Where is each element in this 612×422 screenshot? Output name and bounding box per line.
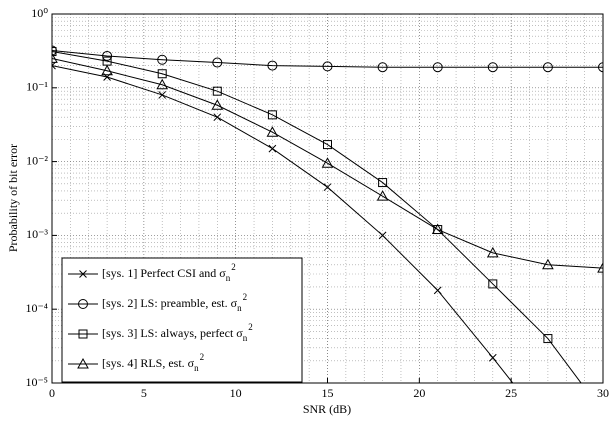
marker (486, 246, 499, 258)
x-tick-label: 30 (597, 386, 609, 400)
marker (599, 408, 607, 416)
x-tick-label: 25 (505, 386, 517, 400)
x-tick-label: 5 (141, 386, 147, 400)
marker (487, 62, 498, 73)
legend-marker (77, 357, 89, 369)
legend-label: [sys. 2] LS: preamble, est. σn2 (102, 292, 247, 313)
marker (433, 286, 442, 295)
marker (156, 78, 169, 90)
marker (101, 64, 113, 76)
marker (323, 140, 332, 150)
x-tick-label: 20 (413, 386, 425, 400)
y-tick-label: 10⁻¹ (26, 80, 48, 94)
y-tick-label: 10⁻⁴ (25, 301, 48, 315)
y-tick-label: 10⁻⁵ (25, 375, 48, 389)
x-tick-label: 0 (49, 386, 55, 400)
plot-lines (52, 45, 607, 416)
legend-marker (78, 299, 88, 309)
marker (266, 126, 279, 137)
marker (542, 258, 554, 270)
marker (322, 61, 333, 72)
y-tick-label: 10⁻² (26, 153, 48, 167)
marker (158, 91, 167, 99)
series-line (52, 51, 582, 383)
marker (321, 157, 334, 168)
marker (378, 231, 387, 240)
marker (377, 62, 388, 73)
y-tick-label: 10⁰ (31, 6, 48, 20)
marker (52, 52, 58, 63)
marker (52, 61, 56, 70)
marker (488, 353, 497, 362)
legend-marker (78, 329, 88, 339)
marker (267, 60, 278, 71)
plot-frame (51, 13, 604, 384)
legend-box (61, 257, 303, 383)
marker (432, 62, 443, 73)
marker (378, 178, 388, 188)
marker (102, 50, 113, 61)
marker (211, 99, 224, 110)
marker (267, 110, 277, 120)
marker (157, 69, 167, 79)
y-tick-label: 10⁻³ (26, 227, 48, 241)
marker (212, 86, 222, 96)
marker (213, 113, 222, 122)
x-tick-label: 10 (230, 386, 242, 400)
x-tick-label: 15 (322, 386, 334, 400)
marker (376, 190, 389, 201)
marker (543, 334, 553, 344)
marker (212, 57, 223, 68)
y-axis-label: Probability of bit error (6, 144, 20, 252)
marker (157, 54, 168, 65)
legend: [sys. 1] Perfect CSI and σn2 [sys. 2] LS:… (61, 257, 303, 383)
marker (598, 62, 603, 73)
legend-label: [sys. 3] LS: always, perfect σn2 (102, 322, 253, 343)
x-axis-label: SNR (dB) (303, 402, 351, 416)
series-line (52, 57, 603, 269)
marker (268, 144, 277, 153)
marker (488, 279, 498, 289)
marker (52, 47, 57, 57)
series-line (52, 65, 514, 383)
legend-label: [sys. 4] RLS, est. σn2 (102, 352, 204, 373)
marker (597, 262, 603, 273)
legend-label: [sys. 1] Perfect CSI and σn2 (102, 262, 236, 283)
series-line (52, 50, 603, 68)
marker (431, 223, 444, 235)
marker (542, 62, 553, 73)
legend-marker (79, 270, 87, 278)
marker (323, 183, 332, 192)
